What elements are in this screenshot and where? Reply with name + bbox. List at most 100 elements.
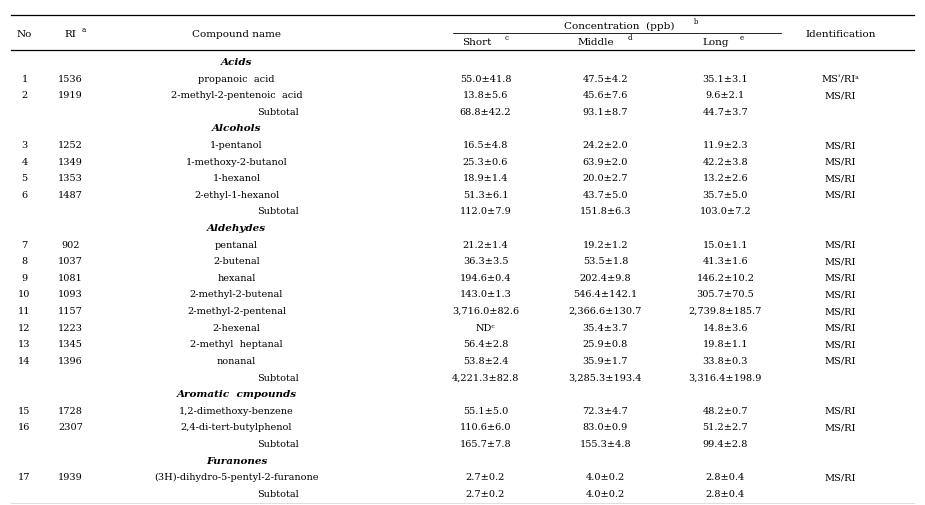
- Text: 45.6±7.6: 45.6±7.6: [583, 91, 628, 100]
- Text: 3,716.0±82.6: 3,716.0±82.6: [452, 307, 519, 316]
- Text: 1: 1: [21, 74, 28, 83]
- Text: 16.5±4.8: 16.5±4.8: [462, 141, 508, 149]
- Text: 902: 902: [61, 240, 80, 249]
- Text: 25.9±0.8: 25.9±0.8: [583, 340, 628, 348]
- Text: 25.3±0.6: 25.3±0.6: [462, 158, 508, 166]
- Text: 2: 2: [21, 91, 28, 100]
- Text: 202.4±9.8: 202.4±9.8: [580, 273, 631, 282]
- Text: 33.8±0.3: 33.8±0.3: [703, 356, 748, 365]
- Text: MS/RI: MS/RI: [825, 240, 857, 249]
- Text: 19.2±1.2: 19.2±1.2: [583, 240, 628, 249]
- Text: pentanal: pentanal: [215, 240, 258, 249]
- Text: Subtotal: Subtotal: [257, 489, 299, 498]
- Text: 93.1±8.7: 93.1±8.7: [583, 108, 628, 117]
- Text: 19.8±1.1: 19.8±1.1: [703, 340, 748, 348]
- Text: 5: 5: [21, 174, 28, 183]
- Text: (3H)-dihydro-5-pentyl-2-furanone: (3H)-dihydro-5-pentyl-2-furanone: [154, 472, 319, 481]
- Text: 1-methoxy-2-butanol: 1-methoxy-2-butanol: [186, 158, 288, 166]
- Text: nonanal: nonanal: [217, 356, 256, 365]
- Text: 1,2-dimethoxy-benzene: 1,2-dimethoxy-benzene: [179, 406, 294, 415]
- Text: Identification: Identification: [806, 30, 876, 39]
- Text: 72.3±4.7: 72.3±4.7: [583, 406, 628, 415]
- Text: 99.4±2.8: 99.4±2.8: [703, 439, 748, 448]
- Text: MS/RI: MS/RI: [825, 273, 857, 282]
- Text: 13: 13: [18, 340, 31, 348]
- Text: 35.4±3.7: 35.4±3.7: [583, 323, 628, 332]
- Text: 83.0±0.9: 83.0±0.9: [583, 423, 628, 431]
- Text: Compound name: Compound name: [192, 30, 281, 39]
- Text: 1093: 1093: [58, 290, 83, 299]
- Text: 1252: 1252: [58, 141, 83, 149]
- Text: MSʹ/RIᵃ: MSʹ/RIᵃ: [821, 74, 859, 83]
- Text: 10: 10: [18, 290, 31, 299]
- Text: No: No: [17, 30, 32, 39]
- Text: 146.2±10.2: 146.2±10.2: [697, 273, 754, 282]
- Text: 2-methyl-2-pentenal: 2-methyl-2-pentenal: [187, 307, 286, 316]
- Text: 1487: 1487: [58, 190, 83, 199]
- Text: 43.7±5.0: 43.7±5.0: [583, 190, 628, 199]
- Text: hexanal: hexanal: [217, 273, 255, 282]
- Text: 21.2±1.4: 21.2±1.4: [462, 240, 509, 249]
- Text: 15: 15: [18, 406, 31, 415]
- Text: c: c: [505, 34, 509, 42]
- Text: 3: 3: [21, 141, 28, 149]
- Text: RI: RI: [65, 30, 77, 39]
- Text: 24.2±2.0: 24.2±2.0: [583, 141, 628, 149]
- Text: MS/RI: MS/RI: [825, 323, 857, 332]
- Text: MS/RI: MS/RI: [825, 174, 857, 183]
- Text: 17: 17: [18, 472, 31, 481]
- Text: a: a: [81, 26, 86, 34]
- Text: 55.1±5.0: 55.1±5.0: [462, 406, 508, 415]
- Text: 143.0±1.3: 143.0±1.3: [460, 290, 512, 299]
- Text: Furanones: Furanones: [206, 456, 267, 465]
- Text: 53.5±1.8: 53.5±1.8: [583, 257, 628, 266]
- Text: 56.4±2.8: 56.4±2.8: [462, 340, 508, 348]
- Text: 35.9±1.7: 35.9±1.7: [583, 356, 628, 365]
- Text: 112.0±7.9: 112.0±7.9: [460, 207, 512, 216]
- Text: 1939: 1939: [58, 472, 83, 481]
- Text: 2-butenal: 2-butenal: [213, 257, 260, 266]
- Text: 151.8±6.3: 151.8±6.3: [580, 207, 631, 216]
- Text: 6: 6: [21, 190, 28, 199]
- Text: 15.0±1.1: 15.0±1.1: [703, 240, 748, 249]
- Text: MS/RI: MS/RI: [825, 472, 857, 481]
- Text: 12: 12: [18, 323, 31, 332]
- Text: 48.2±0.7: 48.2±0.7: [703, 406, 748, 415]
- Text: 3,316.4±198.9: 3,316.4±198.9: [688, 373, 762, 382]
- Text: 1-hexanol: 1-hexanol: [213, 174, 261, 183]
- Text: 1919: 1919: [58, 91, 83, 100]
- Text: 546.4±142.1: 546.4±142.1: [574, 290, 637, 299]
- Text: Middle: Middle: [578, 38, 614, 46]
- Text: MS/RI: MS/RI: [825, 307, 857, 316]
- Text: 13.8±5.6: 13.8±5.6: [462, 91, 508, 100]
- Text: 9.6±2.1: 9.6±2.1: [706, 91, 745, 100]
- Text: 63.9±2.0: 63.9±2.0: [583, 158, 628, 166]
- Text: 8: 8: [21, 257, 28, 266]
- Text: Subtotal: Subtotal: [257, 439, 299, 448]
- Text: 20.0±2.7: 20.0±2.7: [583, 174, 628, 183]
- Text: 18.9±1.4: 18.9±1.4: [462, 174, 509, 183]
- Text: NDᶜ: NDᶜ: [475, 323, 496, 332]
- Text: 1353: 1353: [58, 174, 83, 183]
- Text: 51.3±6.1: 51.3±6.1: [462, 190, 509, 199]
- Text: 35.7±5.0: 35.7±5.0: [703, 190, 748, 199]
- Text: Long: Long: [703, 38, 729, 46]
- Text: Short: Short: [462, 38, 491, 46]
- Text: 2-methyl-2-pentenoic  acid: 2-methyl-2-pentenoic acid: [171, 91, 302, 100]
- Text: Subtotal: Subtotal: [257, 207, 299, 216]
- Text: 35.1±3.1: 35.1±3.1: [702, 74, 748, 83]
- Text: MS/RI: MS/RI: [825, 91, 857, 100]
- Text: 1728: 1728: [58, 406, 83, 415]
- Text: 2,366.6±130.7: 2,366.6±130.7: [569, 307, 642, 316]
- Text: MS/RI: MS/RI: [825, 158, 857, 166]
- Text: d: d: [628, 34, 633, 42]
- Text: 4,221.3±82.8: 4,221.3±82.8: [452, 373, 519, 382]
- Text: propanoic  acid: propanoic acid: [198, 74, 275, 83]
- Text: 2,739.8±185.7: 2,739.8±185.7: [688, 307, 762, 316]
- Text: Subtotal: Subtotal: [257, 373, 299, 382]
- Text: 2-methyl-2-butenal: 2-methyl-2-butenal: [190, 290, 283, 299]
- Text: 1223: 1223: [58, 323, 83, 332]
- Text: 2.7±0.2: 2.7±0.2: [466, 472, 505, 481]
- Text: 13.2±2.6: 13.2±2.6: [702, 174, 748, 183]
- Text: 11: 11: [18, 307, 31, 316]
